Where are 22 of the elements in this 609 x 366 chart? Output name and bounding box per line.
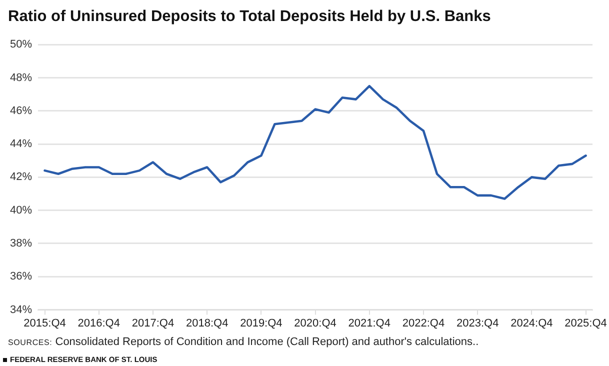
chart-title: Ratio of Uninsured Deposits to Total Deposits Held by U.S. Banks: [8, 8, 491, 26]
y-tick-label: 34%: [10, 304, 32, 316]
x-tick-label: 2018:Q4: [186, 317, 228, 330]
x-tick-label: 2025:Q4: [564, 317, 607, 330]
x-tick-label: 2022:Q4: [402, 317, 445, 330]
y-tick-label: 48%: [10, 72, 32, 84]
x-tick-label: 2015:Q4: [24, 317, 66, 330]
x-tick-label: 2021:Q4: [348, 317, 390, 330]
y-tick-label: 44%: [10, 138, 32, 150]
y-tick-label: 50%: [10, 38, 32, 51]
y-tick-label: 46%: [10, 104, 32, 117]
y-tick-label: 38%: [10, 238, 32, 250]
x-tick-label: 2020:Q4: [294, 317, 336, 330]
x-tick-label: 2023:Q4: [456, 317, 499, 330]
y-tick-label: 40%: [10, 204, 32, 216]
y-tick-label: 36%: [10, 270, 32, 283]
y-tick-label: 42%: [10, 171, 32, 184]
x-tick-label: 2017:Q4: [132, 317, 174, 330]
x-tick-label: 2016:Q4: [78, 317, 120, 330]
source-note: SOURCES: Consolidated Reports of Condition and Income (Call Report) and author's calculations..: [8, 336, 479, 348]
x-tick-label: 2024:Q4: [510, 317, 553, 330]
x-tick-label: 2019:Q4: [240, 317, 282, 330]
